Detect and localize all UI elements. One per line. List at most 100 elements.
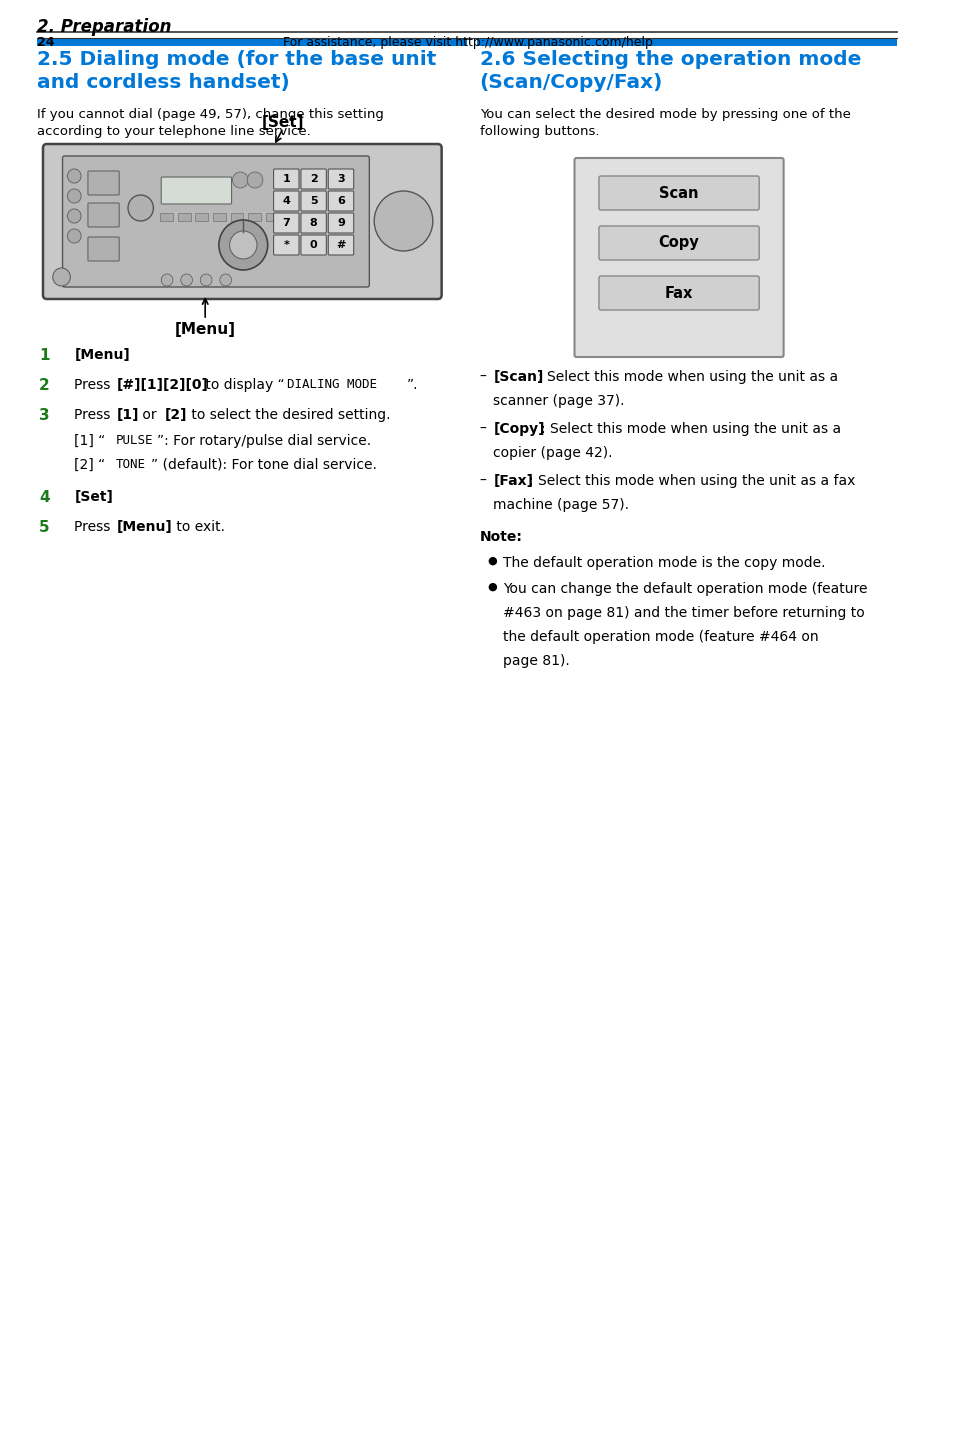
Text: ”.: ”. [407,378,418,392]
Text: Note:: Note: [479,531,523,544]
Text: 6: 6 [337,196,345,206]
FancyBboxPatch shape [300,190,326,211]
Bar [37,37,467,46]
Text: scanner (page 37).: scanner (page 37). [494,394,625,408]
Text: –: – [479,371,486,384]
FancyBboxPatch shape [328,169,354,189]
Bar [248,213,261,221]
Text: Press: Press [75,408,115,423]
Text: Press: Press [75,378,115,392]
Circle shape [233,172,248,187]
FancyBboxPatch shape [88,203,120,226]
Circle shape [200,274,212,286]
Text: [Set]: [Set] [262,115,304,130]
Bar [266,213,278,221]
Text: [#][1][2][0]: [#][1][2][0] [116,378,208,392]
Text: 1: 1 [39,348,50,363]
Text: The default operation mode is the copy mode.: The default operation mode is the copy m… [503,557,826,570]
FancyBboxPatch shape [274,190,299,211]
Text: 2. Preparation: 2. Preparation [37,17,171,36]
Circle shape [128,195,153,221]
Text: 3: 3 [337,174,345,185]
Text: [Copy]: [Copy] [494,423,545,435]
Text: [Set]: [Set] [75,490,113,505]
Circle shape [67,189,81,203]
FancyBboxPatch shape [300,213,326,234]
Text: 3: 3 [39,408,50,423]
Text: If you cannot dial (page 49, 57), change this setting
according to your telephon: If you cannot dial (page 49, 57), change… [37,108,384,138]
Text: –: – [479,423,486,435]
Text: –: – [479,474,486,487]
Text: 7: 7 [282,218,290,228]
FancyBboxPatch shape [300,235,326,255]
FancyBboxPatch shape [328,213,354,234]
FancyBboxPatch shape [574,159,784,358]
Text: to exit.: to exit. [172,521,225,534]
Text: [Menu]: [Menu] [75,348,130,362]
Text: TONE: TONE [115,459,145,472]
Circle shape [374,190,433,251]
Text: You can change the default operation mode (feature: You can change the default operation mod… [503,583,868,596]
Text: 2.5 Dialing mode (for the base unit
and cordless handset): 2.5 Dialing mode (for the base unit and … [37,50,436,92]
Text: 1: 1 [282,174,290,185]
Circle shape [161,274,173,286]
Text: 8: 8 [310,218,318,228]
Text: *: * [283,239,289,249]
Circle shape [247,172,263,187]
FancyBboxPatch shape [328,235,354,255]
Bar [178,213,190,221]
Text: machine (page 57).: machine (page 57). [494,497,630,512]
FancyBboxPatch shape [300,169,326,189]
Circle shape [230,231,257,260]
Text: [2]: [2] [166,408,188,423]
Text: 4: 4 [39,490,50,505]
Text: [1] “: [1] “ [75,434,105,448]
FancyBboxPatch shape [274,235,299,255]
Text: 0: 0 [310,239,318,249]
Circle shape [67,229,81,244]
Circle shape [53,268,71,286]
Text: ●: ● [487,583,498,593]
Text: : Select this mode when using the unit as a: : Select this mode when using the unit a… [542,423,841,435]
Bar [195,213,208,221]
Circle shape [181,274,192,286]
Text: : Select this mode when using the unit as a fax: : Select this mode when using the unit a… [528,474,855,487]
FancyBboxPatch shape [62,156,369,287]
FancyBboxPatch shape [88,172,120,195]
Text: 5: 5 [310,196,318,206]
Text: 5: 5 [39,521,50,535]
Bar [477,37,897,46]
Text: 2: 2 [39,378,50,394]
Text: 2.6 Selecting the operation mode
(Scan/Copy/Fax): 2.6 Selecting the operation mode (Scan/C… [479,50,861,92]
Bar [160,213,173,221]
FancyBboxPatch shape [161,177,232,203]
Text: copier (page 42).: copier (page 42). [494,446,612,460]
FancyBboxPatch shape [328,190,354,211]
FancyBboxPatch shape [599,275,759,310]
Text: [2] “: [2] “ [75,459,105,472]
Text: Scan: Scan [659,186,699,200]
Text: ”: For rotary/pulse dial service.: ”: For rotary/pulse dial service. [157,434,371,448]
Text: : Select this mode when using the unit as a: : Select this mode when using the unit a… [539,371,838,384]
FancyBboxPatch shape [88,236,120,261]
Text: PULSE: PULSE [115,434,153,447]
Text: Press: Press [75,521,115,534]
Text: to display “: to display “ [201,378,285,392]
Text: to select the desired setting.: to select the desired setting. [187,408,390,423]
Circle shape [67,169,81,183]
Text: or: or [138,408,161,423]
Circle shape [219,221,268,270]
Circle shape [220,274,232,286]
Text: 9: 9 [337,218,345,228]
Text: [Menu]: [Menu] [116,521,172,534]
FancyBboxPatch shape [599,226,759,260]
FancyBboxPatch shape [599,176,759,211]
Circle shape [67,209,81,224]
Text: 4: 4 [282,196,290,206]
FancyBboxPatch shape [274,213,299,234]
FancyBboxPatch shape [43,144,441,298]
FancyBboxPatch shape [274,169,299,189]
Text: [Fax]: [Fax] [494,474,533,487]
Bar [213,213,226,221]
Text: Copy: Copy [658,235,700,251]
